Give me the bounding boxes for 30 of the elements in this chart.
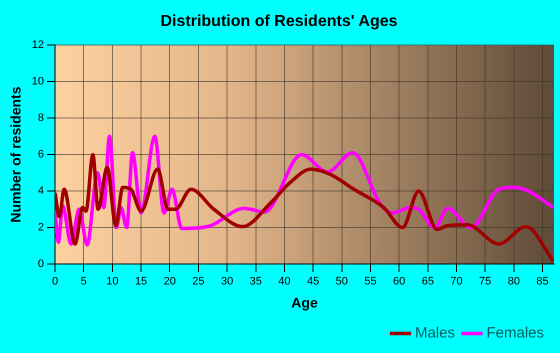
x-tick-label: 55	[364, 276, 377, 288]
x-axis-title: Age	[291, 294, 318, 310]
x-tick-label: 85	[536, 276, 549, 288]
y-tick-label: 10	[32, 76, 44, 88]
y-tick-label: 8	[38, 112, 44, 124]
x-tick-label: 10	[106, 276, 119, 288]
legend-label: Males	[414, 324, 455, 342]
y-tick-label: 12	[32, 39, 44, 52]
x-tick-label: 65	[422, 276, 434, 288]
x-tick-label: 60	[393, 276, 406, 288]
chart-title: Distribution of Residents' Ages	[160, 13, 398, 30]
x-tick-label: 40	[278, 276, 291, 288]
y-tick-label: 2	[38, 222, 44, 234]
x-tick-label: 75	[479, 276, 492, 288]
x-tick-label: 25	[192, 276, 205, 288]
x-tick-label: 5	[80, 276, 87, 288]
x-tick-label: 15	[134, 276, 148, 288]
x-tick-label: 80	[508, 276, 520, 288]
x-tick-label: 35	[250, 276, 262, 288]
y-tick-label: 4	[38, 185, 44, 198]
y-axis-title: Number of residents	[7, 86, 24, 223]
x-tick-label: 50	[336, 276, 348, 288]
x-tick-label: 20	[164, 276, 176, 288]
x-tick-label: 0	[52, 276, 58, 288]
x-tick-label: 45	[306, 276, 320, 288]
legend-label: Females	[486, 324, 544, 342]
x-tick-label: 30	[220, 276, 234, 288]
y-tick-label: 0	[38, 258, 44, 270]
y-tick-label: 6	[38, 148, 44, 161]
x-tick-label: 70	[450, 276, 463, 288]
